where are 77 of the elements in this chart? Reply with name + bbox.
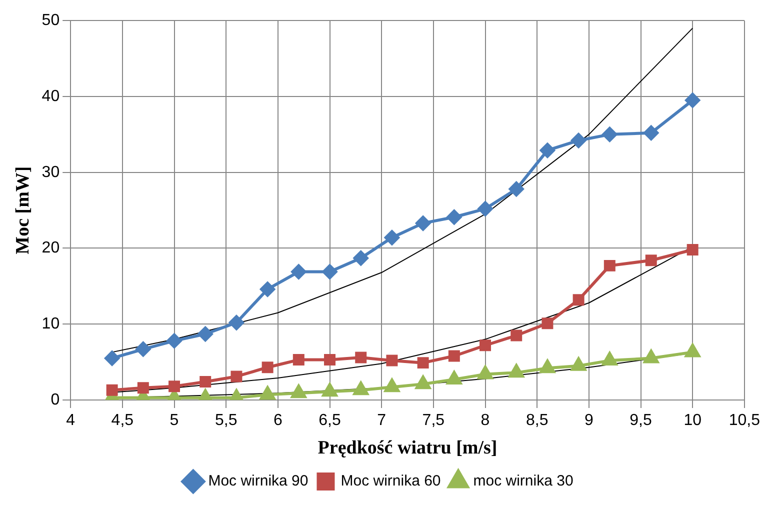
point <box>478 366 493 380</box>
point <box>572 294 584 306</box>
legend-label: moc wirnika 30 <box>473 472 574 490</box>
point <box>602 352 618 366</box>
point <box>291 264 306 280</box>
x-tick-label: 10,5 <box>728 412 760 430</box>
point <box>166 333 182 348</box>
point <box>384 378 400 392</box>
point <box>228 315 244 330</box>
point <box>508 364 524 378</box>
y-tick-label: 40 <box>42 88 60 105</box>
x-tick-label: 6,5 <box>318 412 341 430</box>
point <box>685 344 700 358</box>
x-axis-title: Prędkość wiatru [m/s] <box>318 438 498 459</box>
point <box>136 342 151 357</box>
point <box>230 370 242 382</box>
x-tick-label: 8 <box>480 412 490 430</box>
x-tick-label: 9,5 <box>630 412 652 430</box>
point <box>685 92 700 108</box>
point <box>508 182 524 197</box>
point <box>510 330 522 342</box>
point <box>386 354 398 366</box>
x-tick-label: 5,5 <box>214 412 238 430</box>
point <box>602 126 618 142</box>
x-tick-label: 7,5 <box>422 412 445 430</box>
point <box>478 201 493 216</box>
point <box>540 360 556 374</box>
point <box>645 254 657 266</box>
x-tick-label: 8,5 <box>526 412 548 430</box>
x-tick-label: 7 <box>377 412 386 430</box>
point <box>198 326 213 342</box>
point <box>644 125 659 140</box>
point <box>604 260 616 272</box>
point <box>168 380 180 392</box>
x-tick-label: 4,5 <box>111 412 134 430</box>
point <box>353 250 368 266</box>
point <box>644 350 659 364</box>
point <box>448 350 460 362</box>
point <box>571 357 586 371</box>
point <box>355 352 367 364</box>
legend-label: Moc wirnika 60 <box>340 472 441 490</box>
point <box>291 384 306 398</box>
x-tick-label: 4 <box>66 412 76 430</box>
point <box>446 210 462 225</box>
legend-label: Moc wirnika 90 <box>208 472 308 490</box>
y-tick-label: 10 <box>42 316 60 333</box>
point <box>542 318 554 330</box>
point <box>292 354 304 366</box>
y-tick-label: 0 <box>50 391 60 408</box>
point <box>104 350 120 366</box>
point <box>137 382 149 394</box>
point <box>262 362 274 374</box>
point <box>384 230 400 246</box>
point <box>260 282 276 297</box>
point <box>571 132 586 148</box>
point <box>540 142 555 158</box>
y-axis-title: Moc [mW] <box>12 166 34 254</box>
point <box>106 384 118 396</box>
y-tick-label: 50 <box>42 12 60 30</box>
point <box>686 244 698 256</box>
point <box>322 264 338 280</box>
point <box>200 376 212 388</box>
point <box>353 382 368 396</box>
point <box>446 371 462 385</box>
point <box>416 216 431 231</box>
point <box>416 376 431 390</box>
point <box>480 340 492 352</box>
y-tick-label: 30 <box>42 164 60 181</box>
x-tick-label: 9 <box>584 412 594 430</box>
point <box>324 354 336 366</box>
x-tick-label: 10 <box>684 412 702 430</box>
point <box>260 386 276 400</box>
point <box>417 357 429 369</box>
y-tick-label: 20 <box>42 240 60 257</box>
x-tick-label: 6 <box>273 412 282 430</box>
x-tick-label: 5 <box>170 412 179 430</box>
point <box>322 383 338 397</box>
